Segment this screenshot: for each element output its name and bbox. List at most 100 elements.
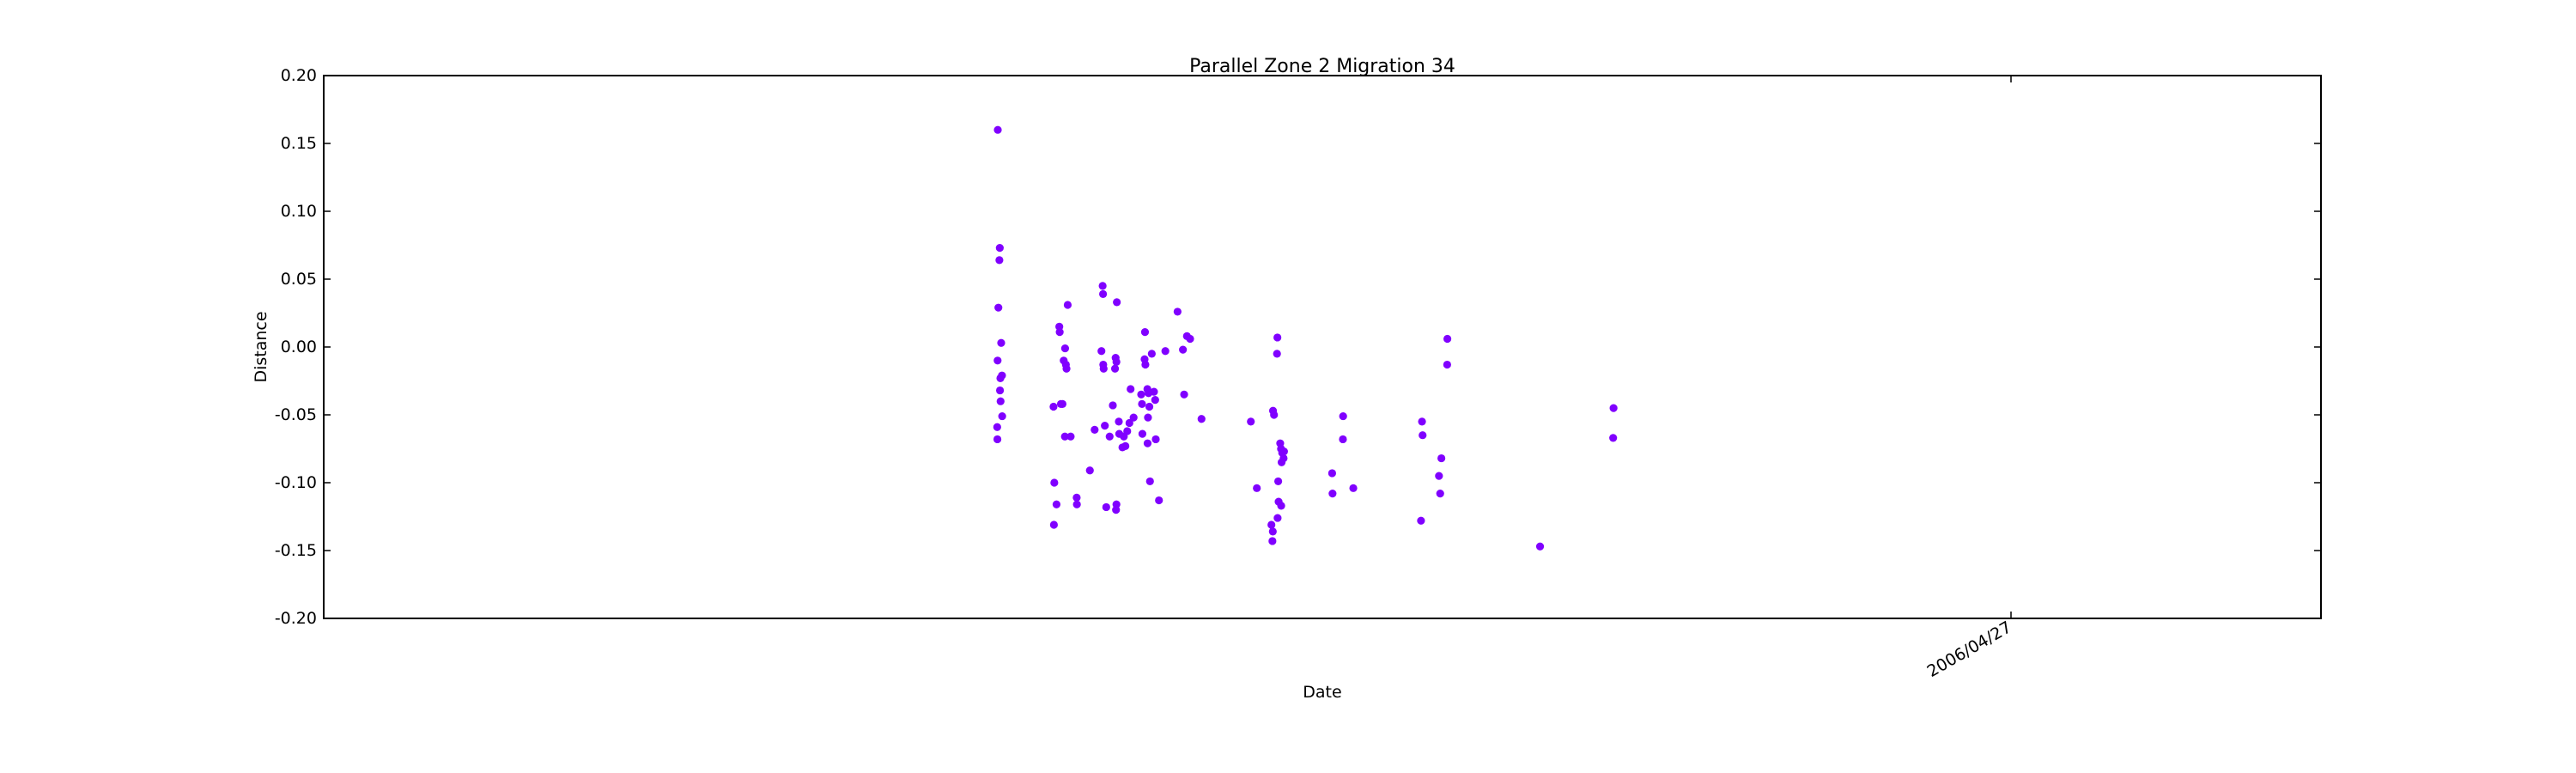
scatter-point [1150, 387, 1158, 396]
scatter-point [1270, 411, 1279, 419]
scatter-point [1110, 364, 1120, 373]
scatter-point [1050, 478, 1059, 487]
scatter-point [1138, 399, 1146, 408]
scatter-point [1140, 328, 1150, 337]
scatter-point [1609, 404, 1618, 412]
y-tick-label: 0.15 [281, 134, 317, 153]
scatter-point [1277, 502, 1285, 510]
scatter-point [1443, 334, 1452, 344]
scatter-point [993, 356, 1002, 365]
y-axis-label: Distance [252, 311, 270, 382]
scatter-point [1141, 360, 1150, 369]
scatter-point [995, 244, 1004, 253]
scatter-point [1268, 527, 1277, 536]
scatter-point [1145, 402, 1154, 411]
scatter-point [993, 423, 1001, 431]
y-tick-label: 0.00 [281, 338, 317, 356]
scatter-point [1419, 431, 1427, 440]
scatter-point [1443, 360, 1451, 369]
scatter-point [1339, 435, 1347, 444]
scatter-point [1253, 484, 1261, 492]
scatter-point [1109, 401, 1117, 410]
y-axis-ticks: -0.20 -0.15 -0.10 -0.05 0.00 0.05 0.10 0.15 0.20 [275, 66, 2321, 628]
y-tick-label: 0.20 [281, 66, 317, 85]
scatter-point [1437, 453, 1446, 463]
scatter-point [1072, 500, 1081, 508]
scatter-point [1155, 496, 1163, 505]
y-tick-label: -0.05 [275, 405, 317, 424]
scatter-point [1609, 434, 1618, 442]
y-tick-label: 0.05 [281, 270, 317, 289]
scatter-point [1098, 282, 1107, 290]
scatter-point [1055, 328, 1064, 337]
scatter-point [1161, 347, 1170, 356]
scatter-point [1066, 432, 1075, 441]
y-tick-label: 0.10 [281, 202, 317, 221]
y-tick-label: -0.20 [275, 609, 317, 628]
plot-area [993, 125, 1618, 551]
scatter-point [1102, 502, 1110, 512]
scatter-point [994, 303, 1003, 312]
scatter-point [995, 256, 1004, 265]
scatter-point [1145, 477, 1154, 486]
scatter-point [1151, 435, 1160, 444]
scatter-point [1125, 418, 1133, 428]
scatter-point [1060, 432, 1069, 441]
scatter-point [1147, 350, 1156, 358]
scatter-point [1062, 364, 1071, 373]
scatter-point [1339, 411, 1347, 421]
scatter-point [1267, 520, 1276, 529]
y-tick-label: -0.10 [275, 473, 317, 492]
scatter-point [1049, 520, 1058, 529]
scatter-point [1435, 472, 1443, 480]
scatter-point [1072, 493, 1081, 502]
scatter-point [1327, 469, 1336, 478]
scatter-point [1151, 396, 1159, 405]
scatter-point [1052, 500, 1061, 508]
scatter-point [1101, 422, 1109, 430]
scatter-point [1179, 345, 1188, 354]
scatter-point [1063, 301, 1072, 309]
scatter-point [1273, 350, 1281, 358]
y-tick-label: -0.15 [275, 541, 317, 560]
scatter-point [997, 338, 1005, 347]
scatter-point [1137, 390, 1145, 399]
scatter-point [1105, 432, 1114, 441]
scatter-point [1279, 453, 1288, 463]
scatter-point [1085, 466, 1094, 475]
scatter-point [993, 435, 1002, 444]
scatter-point [1247, 417, 1255, 426]
scatter-point [1129, 413, 1138, 422]
scatter-point [1097, 347, 1106, 356]
scatter-point [1115, 417, 1123, 426]
scatter-point [1279, 447, 1288, 456]
scatter-point [1091, 425, 1099, 434]
scatter-point [1349, 484, 1358, 492]
scatter-point [1328, 490, 1337, 498]
scatter-point [1144, 413, 1152, 422]
scatter-point [1127, 385, 1135, 393]
scatter-point [1273, 514, 1282, 522]
scatter-point [1123, 427, 1132, 435]
scatter-point [1049, 402, 1058, 411]
scatter-point [1099, 289, 1108, 298]
scatter-point [1113, 298, 1121, 307]
scatter-point [1417, 516, 1425, 525]
x-axis-label: Date [1303, 683, 1341, 702]
scatter-point [1180, 390, 1188, 399]
scatter-point [998, 411, 1006, 421]
scatter-point [1099, 364, 1108, 373]
scatter-point [996, 397, 1005, 405]
scatter-point [1436, 490, 1444, 498]
scatter-point [1273, 477, 1283, 486]
scatter-point [1197, 415, 1206, 423]
scatter-point [1143, 439, 1152, 447]
scatter-point [1060, 344, 1070, 353]
scatter-point [998, 371, 1006, 380]
scatter-point [1418, 417, 1426, 426]
scatter-point [1535, 542, 1545, 551]
scatter-point [1273, 333, 1282, 342]
scatter-point [995, 386, 1005, 395]
